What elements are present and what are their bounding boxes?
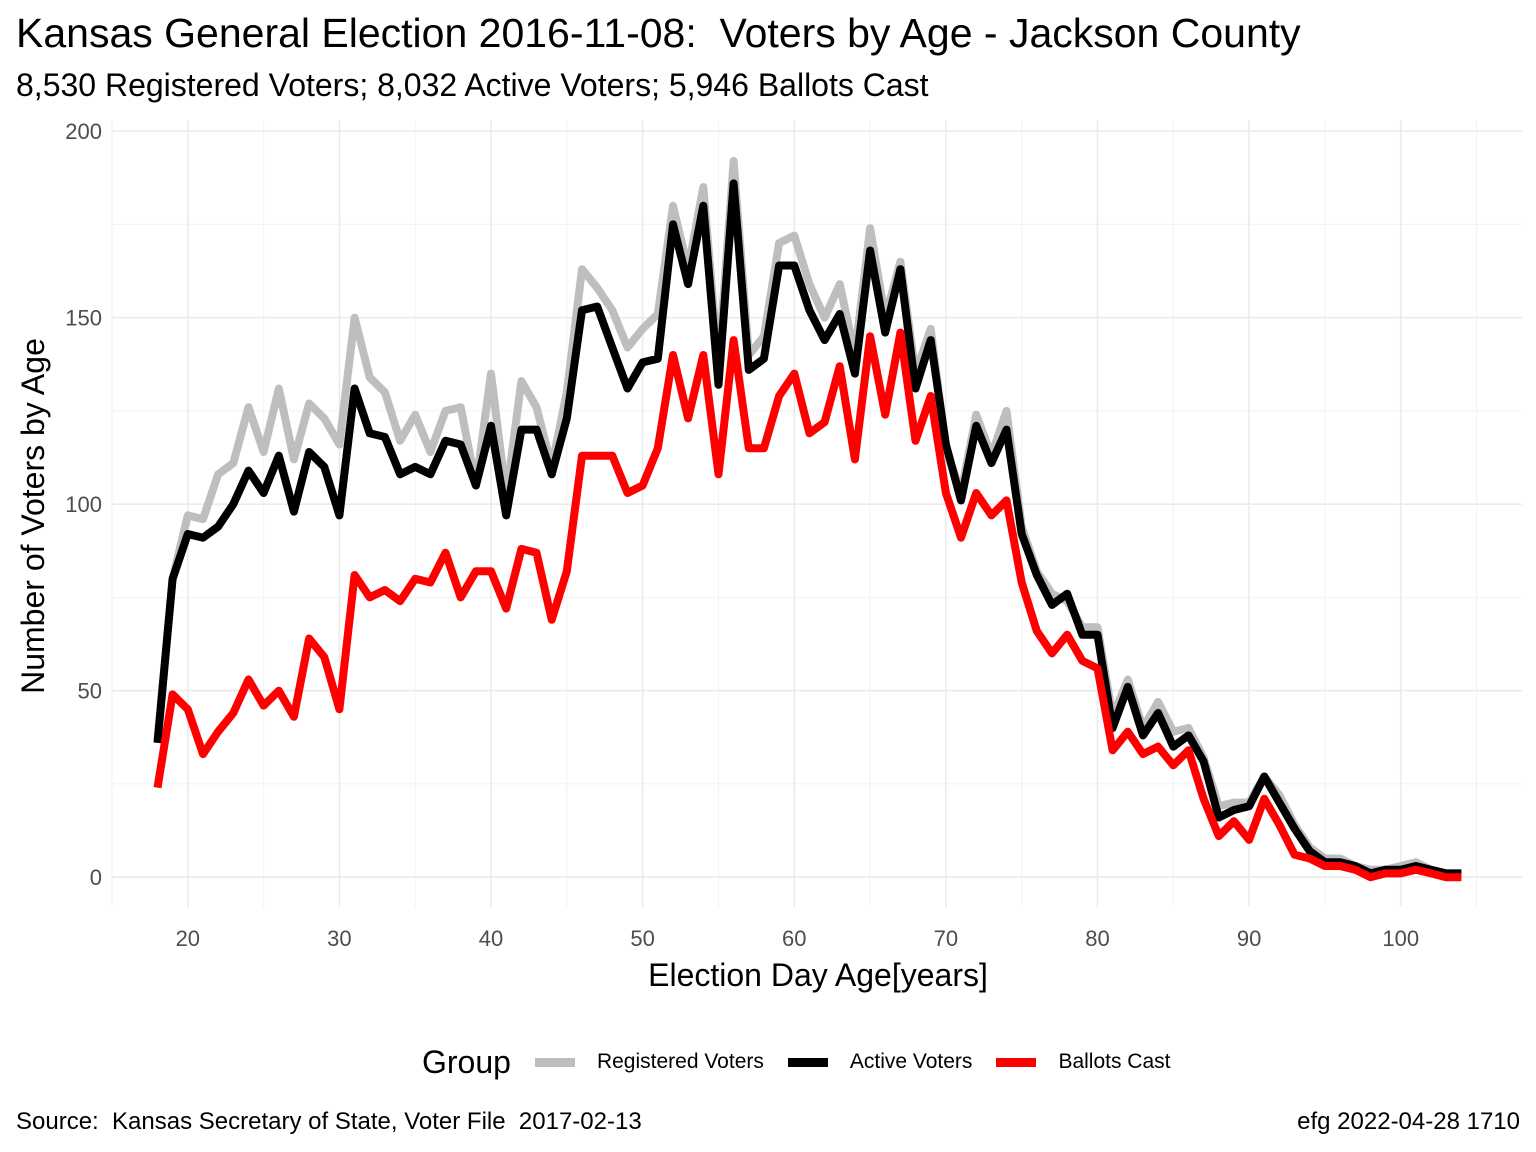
x-tick-label: 20	[176, 926, 200, 951]
grid-lines	[111, 120, 1522, 907]
legend-item-registered: Registered Voters	[534, 1050, 764, 1074]
x-tick-label: 60	[782, 926, 806, 951]
series-line-ballots-cast	[153, 328, 1462, 882]
x-tick-label: 50	[630, 926, 654, 951]
y-tick-label: 150	[65, 306, 102, 331]
legend-label-ballots: Ballots Cast	[1058, 1050, 1171, 1073]
x-tick-label: 90	[1237, 926, 1261, 951]
credit-caption: efg 2022-04-28 1710	[1297, 1108, 1520, 1135]
legend-item-ballots: Ballots Cast	[996, 1050, 1170, 1074]
y-tick-label: 50	[78, 679, 102, 704]
legend-swatch-ballots	[996, 1057, 1037, 1067]
chart-title: Kansas General Election 2016-11-08: Vote…	[16, 10, 1301, 56]
x-tick-label: 80	[1085, 926, 1109, 951]
x-tick-label: 30	[327, 926, 351, 951]
x-tick-label: 100	[1382, 926, 1419, 951]
x-tick-label: 40	[479, 926, 503, 951]
y-axis-title: Number of Voters by Age	[15, 338, 51, 694]
y-tick-label: 0	[90, 865, 102, 890]
y-tick-label: 100	[65, 492, 102, 517]
legend-title: Group	[422, 1043, 511, 1080]
x-axis-title: Election Day Age[years]	[648, 957, 988, 993]
legend-label-registered: Registered Voters	[596, 1050, 764, 1073]
series-line-registered-voters	[153, 157, 1462, 878]
x-tick-label: 70	[934, 926, 958, 951]
legend-label-active: Active Voters	[849, 1050, 973, 1073]
chart-subtitle: 8,530 Registered Voters; 8,032 Active Vo…	[16, 67, 929, 103]
tick-labels: 20 30 40 50 60 70 80 90 100 0 50 100 150 200	[65, 119, 1419, 951]
source-caption: Source: Kansas Secretary of State, Voter…	[16, 1108, 642, 1135]
legend-swatch-registered	[534, 1057, 575, 1067]
series-lines	[153, 157, 1462, 882]
series-line-active-voters	[153, 179, 1462, 878]
legend-item-active: Active Voters	[787, 1050, 973, 1074]
y-tick-label: 200	[65, 119, 102, 144]
legend: Group Registered Voters Active Voters Ba…	[422, 1038, 1194, 1086]
legend-swatch-active	[787, 1057, 828, 1067]
